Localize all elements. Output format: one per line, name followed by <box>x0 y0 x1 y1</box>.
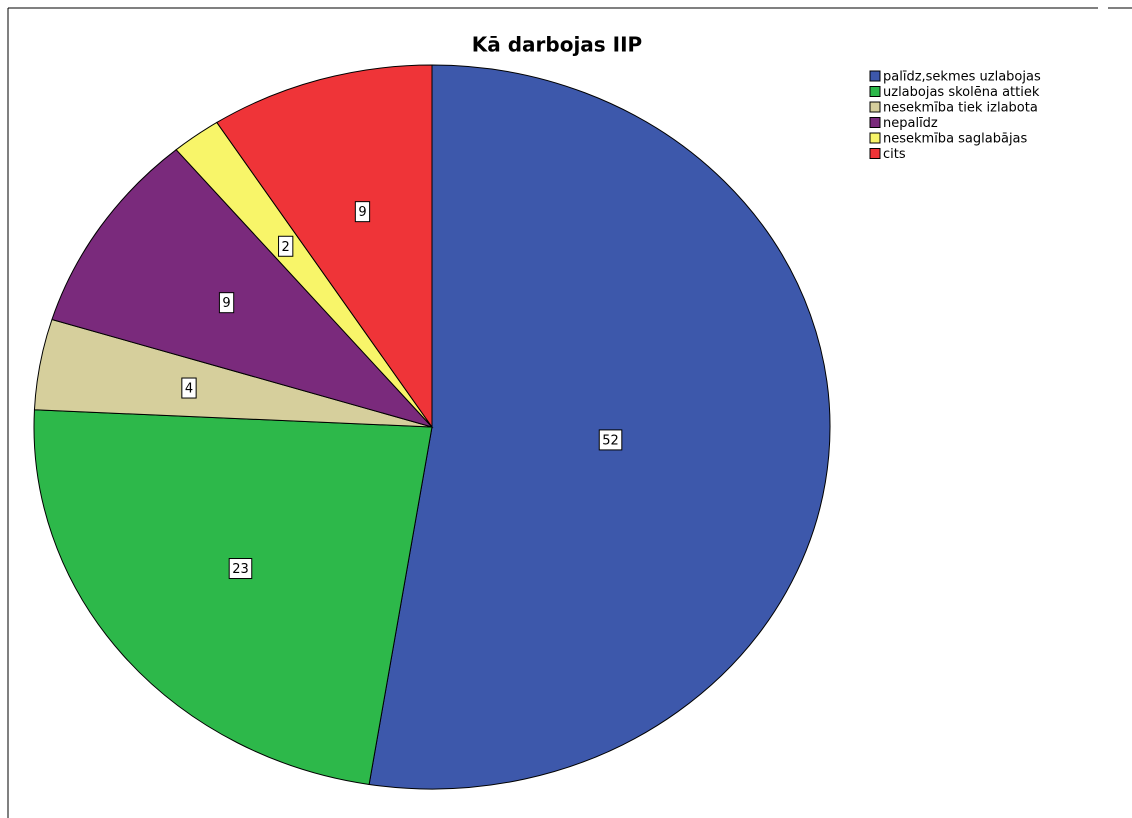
legend-label: cits <box>883 147 906 162</box>
data-labels: 52 23 4 9 2 9 <box>181 201 623 580</box>
chart-title: Kā darbojas IIP <box>472 33 642 57</box>
legend-label: nesekmība saglabājas <box>883 132 1028 147</box>
data-label: 4 <box>185 382 193 397</box>
legend-label: uzlabojas skolēna attiek <box>883 85 1040 100</box>
data-label: 23 <box>232 562 249 577</box>
data-label-box <box>278 235 294 257</box>
legend-label: palīdz,sekmes uzlabojas <box>883 70 1041 85</box>
legend-label: nesekmība tiek izlabota <box>883 101 1038 116</box>
data-label-box <box>228 558 253 580</box>
pie-slice <box>51 149 434 428</box>
data-label-box <box>354 201 371 223</box>
legend-swatch <box>869 117 881 128</box>
legend-swatch <box>869 86 881 97</box>
data-label: 9 <box>222 296 230 311</box>
legend-swatch <box>869 148 881 159</box>
legend-label: nepalīdz <box>883 116 938 131</box>
data-label: 52 <box>602 433 619 448</box>
legend-swatch <box>869 101 881 113</box>
pie-slice <box>368 64 831 790</box>
data-label: 9 <box>358 205 366 220</box>
pie-slice <box>216 64 433 429</box>
pie-slice <box>33 409 433 786</box>
legend-swatch <box>869 132 881 144</box>
data-label-box <box>598 429 623 451</box>
data-label-box <box>181 377 197 399</box>
legend-swatch <box>869 70 881 82</box>
pie <box>33 64 831 790</box>
data-label-box <box>218 292 235 314</box>
data-label: 2 <box>282 240 290 255</box>
